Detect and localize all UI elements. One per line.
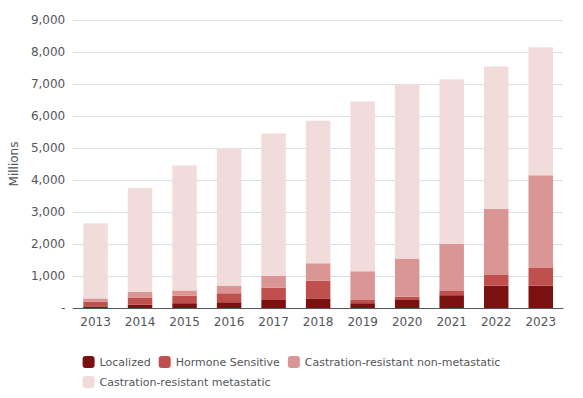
- svg-text:-: -: [61, 301, 65, 315]
- svg-text:Localized: Localized: [100, 356, 151, 369]
- svg-text:2017: 2017: [258, 315, 289, 329]
- svg-text:6,000: 6,000: [31, 109, 65, 123]
- svg-text:5,000: 5,000: [31, 141, 65, 155]
- svg-text:2020: 2020: [392, 315, 423, 329]
- svg-text:Castration-resistant metastati: Castration-resistant metastatic: [100, 376, 271, 389]
- svg-text:2022: 2022: [481, 315, 512, 329]
- svg-text:7,000: 7,000: [31, 77, 65, 91]
- svg-text:2016: 2016: [214, 315, 245, 329]
- svg-text:9,000: 9,000: [31, 13, 65, 27]
- svg-text:1,000: 1,000: [31, 269, 65, 283]
- svg-text:Millions: Millions: [7, 142, 21, 187]
- svg-text:8,000: 8,000: [31, 45, 65, 59]
- svg-text:2015: 2015: [169, 315, 200, 329]
- svg-text:4,000: 4,000: [31, 173, 65, 187]
- svg-text:2021: 2021: [436, 315, 467, 329]
- svg-text:2019: 2019: [347, 315, 378, 329]
- svg-text:3,000: 3,000: [31, 205, 65, 219]
- svg-text:2014: 2014: [125, 315, 156, 329]
- svg-text:Castration-resistant non-metas: Castration-resistant non-metastatic: [305, 356, 501, 369]
- svg-text:2023: 2023: [525, 315, 556, 329]
- svg-text:2013: 2013: [80, 315, 111, 329]
- svg-text:2018: 2018: [303, 315, 334, 329]
- svg-text:Hormone Sensitive: Hormone Sensitive: [176, 356, 280, 369]
- svg-text:2,000: 2,000: [31, 237, 65, 251]
